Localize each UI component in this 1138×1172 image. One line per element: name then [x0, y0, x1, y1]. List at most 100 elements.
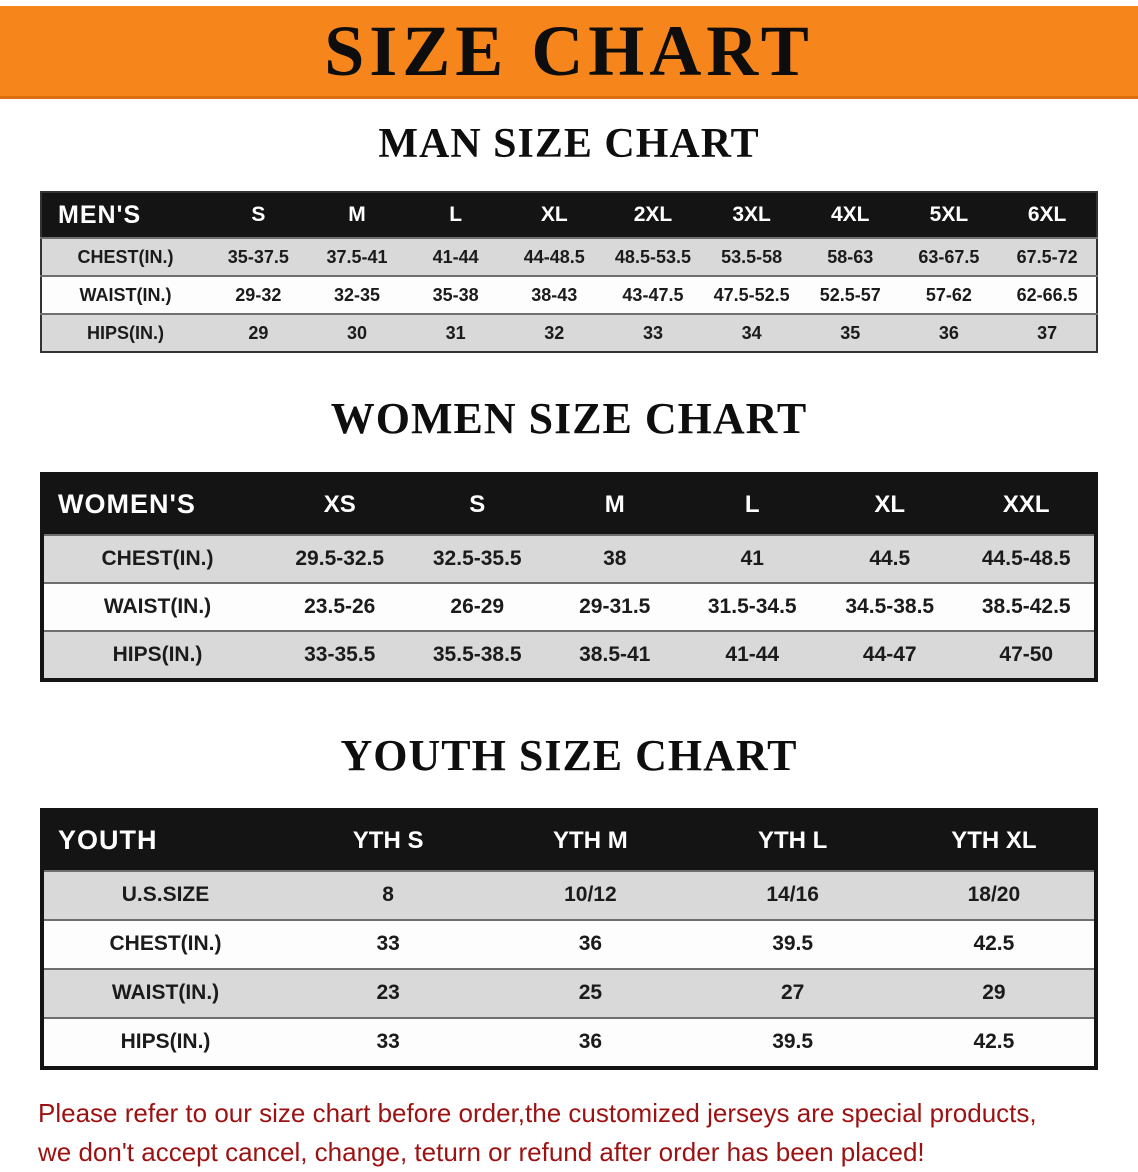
row-label: CHEST(IN.)	[109, 932, 222, 956]
size-value-cell: 10/12	[564, 883, 617, 907]
size-value-cell: 39.5	[772, 932, 814, 956]
size-value-cell: 41-44	[432, 246, 479, 267]
table-row: CHEST(IN.) 29.5-32.5 32.5-35.5 38 41 44.5 44.5…	[42, 534, 1096, 583]
row-label: HIPS(IN.)	[112, 642, 203, 666]
size-value-cell: 29-31.5	[579, 594, 651, 618]
size-value-cell: 33-35.5	[304, 642, 376, 666]
size-column-header: M	[307, 192, 407, 239]
size-column-header: XS	[271, 473, 409, 535]
size-column-header: 4XL	[800, 192, 900, 239]
table-title-cell: YOUTH	[42, 809, 287, 871]
size-value-cell: 38.5-42.5	[981, 594, 1071, 618]
women-section-heading: WOMEN SIZE CHART	[330, 394, 808, 444]
size-value-cell: 41-44	[725, 642, 780, 666]
size-column-header: 5XL	[899, 192, 999, 239]
size-column-header: L	[406, 192, 505, 239]
size-value-cell: 57-62	[925, 284, 972, 305]
table-row: CHEST(IN.) 35-37.5 37.5-41 41-44 44-48.5 48.5…	[41, 238, 1097, 277]
size-value-cell: 38	[603, 546, 627, 570]
row-label: HIPS(IN.)	[120, 1030, 211, 1054]
size-value-cell: 25	[578, 981, 603, 1005]
size-value-cell: 53.5-58	[721, 246, 783, 267]
table-header-row: MEN'S S M L XL 2XL 3XL 4XL 5XL 6XL	[41, 192, 1097, 239]
size-value-cell: 36	[578, 1030, 603, 1054]
size-column-header: M	[546, 473, 684, 535]
youth-size-table: YOUTH YTH S YTH M YTH L YTH XL U.S.SIZE 8 10/12…	[40, 807, 1098, 1070]
size-value-cell: 31	[445, 322, 466, 343]
size-value-cell: 37.5-41	[326, 246, 388, 267]
size-value-cell: 62-66.5	[1016, 284, 1078, 305]
size-value-cell: 34	[741, 322, 762, 343]
size-value-cell: 42.5	[973, 932, 1015, 956]
size-value-cell: 44-47	[862, 642, 917, 666]
size-value-cell: 43-47.5	[622, 284, 684, 305]
size-column-header: YTH L	[691, 809, 894, 871]
table-row: HIPS(IN.) 33-35.5 35.5-38.5 38.5-41 41-44 44-…	[42, 630, 1096, 680]
size-value-cell: 44-48.5	[523, 246, 585, 267]
table-row: HIPS(IN.) 29 30 31 32 33 34 35 36 37	[41, 314, 1097, 353]
size-column-header: 2XL	[603, 192, 703, 239]
size-value-cell: 29	[248, 322, 269, 343]
table-header-row: YOUTH YTH S YTH M YTH L YTH XL	[42, 809, 1096, 871]
youth-section: YOUTH SIZE CHART YOUTH YTH S YTH M YTH L YTH…	[0, 731, 1138, 1070]
size-column-header: XL	[821, 473, 959, 535]
size-value-cell: 27	[780, 981, 805, 1005]
size-value-cell: 41	[740, 546, 764, 570]
size-value-cell: 58-63	[827, 246, 874, 267]
disclaimer-line-1: Please refer to our size chart before or…	[38, 1097, 1037, 1128]
size-value-cell: 36	[938, 322, 959, 343]
table-row: WAIST(IN.) 29-32 32-35 35-38 38-43 43-47.5 47.…	[41, 276, 1097, 315]
size-value-cell: 14/16	[766, 883, 819, 907]
size-value-cell: 23	[376, 981, 400, 1005]
size-value-cell: 35.5-38.5	[432, 642, 522, 666]
row-label: WAIST(IN.)	[111, 981, 220, 1005]
size-chart-page: SIZE CHART MAN SIZE CHART MEN'S S M L XL 2XL 3…	[0, 6, 1138, 1167]
disclaimer: Please refer to our size chart before or…	[38, 1094, 1138, 1172]
men-section: MAN SIZE CHART MEN'S S M L XL 2XL 3XL 4XL 5XL 6XL…	[0, 121, 1138, 354]
row-label: CHEST(IN.)	[77, 246, 174, 267]
table-header-row: WOMEN'S XS S M L XL XXL	[42, 473, 1096, 535]
table-title-cell: WOMEN'S	[42, 473, 271, 535]
size-value-cell: 29.5-32.5	[295, 546, 385, 570]
table-row: WAIST(IN.) 23 25 27 29	[42, 968, 1096, 1018]
size-value-cell: 32	[544, 322, 565, 343]
size-value-cell: 47.5-52.5	[713, 284, 790, 305]
size-value-cell: 32-35	[333, 284, 380, 305]
size-column-header: YTH M	[489, 809, 692, 871]
size-value-cell: 52.5-57	[819, 284, 881, 305]
women-section: WOMEN SIZE CHART WOMEN'S XS S M L XL XXL CHEST(…	[0, 394, 1138, 682]
size-value-cell: 47-50	[999, 642, 1054, 666]
size-value-cell: 35-38	[432, 284, 479, 305]
size-value-cell: 30	[346, 322, 367, 343]
table-row: U.S.SIZE 8 10/12 14/16 18/20	[42, 870, 1096, 920]
size-value-cell: 8	[382, 883, 394, 907]
table-row: CHEST(IN.) 33 36 39.5 42.5	[42, 919, 1096, 969]
size-column-header: 3XL	[702, 192, 801, 239]
row-label: WAIST(IN.)	[79, 284, 172, 305]
banner: SIZE CHART	[0, 6, 1138, 99]
size-column-header: S	[209, 192, 308, 239]
table-row: WAIST(IN.) 23.5-26 26-29 29-31.5 31.5-34.5 34…	[42, 582, 1096, 631]
men-size-table: MEN'S S M L XL 2XL 3XL 4XL 5XL 6XL CHEST(IN.) 35-37…	[40, 191, 1098, 354]
size-value-cell: 37	[1037, 322, 1058, 343]
size-column-header: XXL	[958, 473, 1096, 535]
size-value-cell: 33	[642, 322, 663, 343]
size-column-header: XL	[504, 192, 604, 239]
size-value-cell: 36	[578, 932, 603, 956]
size-value-cell: 26-29	[450, 594, 505, 618]
size-value-cell: 18/20	[967, 883, 1021, 907]
size-column-header: S	[408, 473, 546, 535]
size-value-cell: 33	[376, 1030, 400, 1054]
size-value-cell: 63-67.5	[918, 246, 980, 267]
row-label: CHEST(IN.)	[101, 546, 214, 570]
disclaimer-line-2: we don't accept cancel, change, teturn o…	[38, 1136, 925, 1167]
size-column-header: 6XL	[998, 192, 1097, 239]
size-value-cell: 29	[982, 981, 1006, 1005]
row-label: WAIST(IN.)	[103, 594, 212, 618]
size-value-cell: 42.5	[973, 1030, 1015, 1054]
size-value-cell: 44.5-48.5	[981, 546, 1071, 570]
size-value-cell: 38-43	[531, 284, 578, 305]
size-value-cell: 44.5	[869, 546, 911, 570]
women-size-table: WOMEN'S XS S M L XL XXL CHEST(IN.) 29.5-32.5 32.5…	[40, 471, 1098, 682]
size-value-cell: 33	[376, 932, 400, 956]
